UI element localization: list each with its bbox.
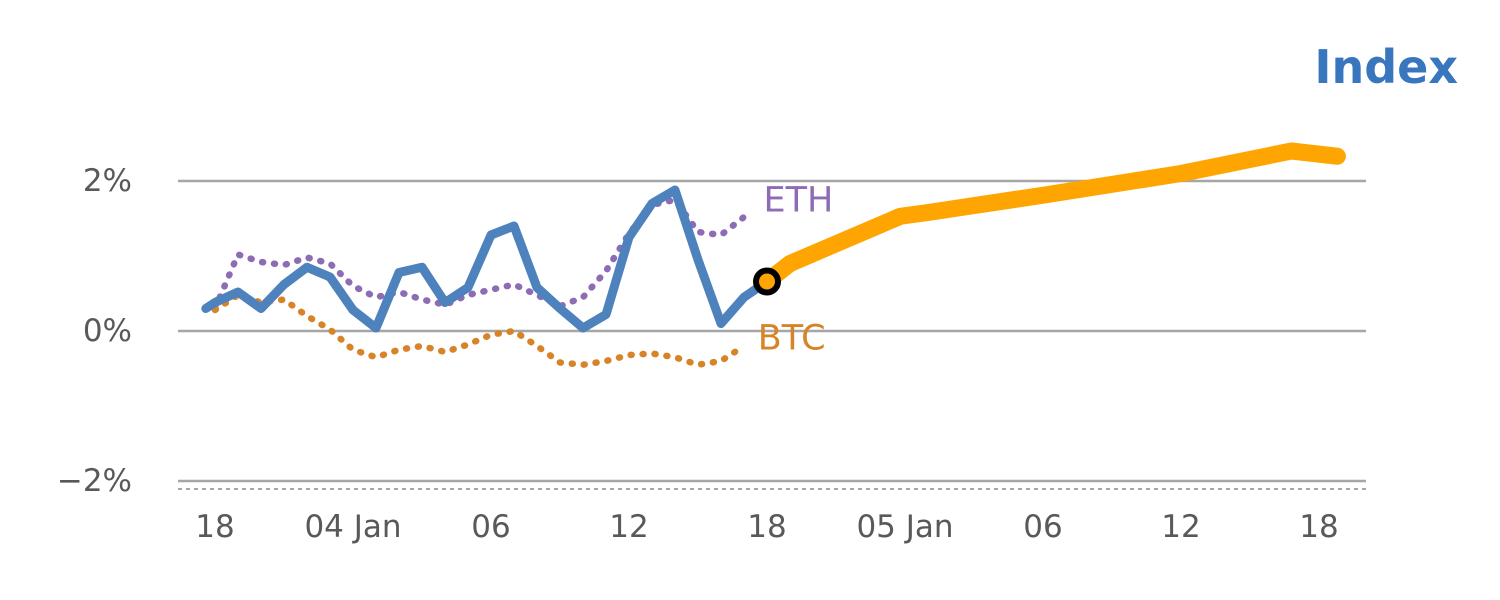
x-tick-label: 18 — [1299, 509, 1338, 545]
x-tick-label: 04 Jan — [304, 509, 401, 545]
annotation-btc: BTC — [758, 319, 826, 359]
x-tick-label: 12 — [1161, 509, 1200, 545]
x-tick-label: 12 — [609, 509, 648, 545]
y-tick-label: −2% — [57, 463, 132, 499]
series-index-forecast — [758, 142, 1346, 290]
forecast-start-marker — [753, 267, 781, 296]
x-tick-label: 18 — [195, 509, 234, 545]
annotation-eth: ETH — [764, 181, 834, 221]
x-tick-label: 06 — [1023, 509, 1062, 545]
y-tick-label: 2% — [83, 163, 132, 199]
y-tick-label: 0% — [83, 313, 132, 349]
x-tick-label: 05 Jan — [856, 509, 953, 545]
x-tick-label: 06 — [471, 509, 510, 545]
series-btc — [211, 291, 748, 368]
series-index-history — [201, 185, 772, 333]
chart-title: Index — [1314, 40, 1458, 94]
x-tick-label: 18 — [747, 509, 786, 545]
